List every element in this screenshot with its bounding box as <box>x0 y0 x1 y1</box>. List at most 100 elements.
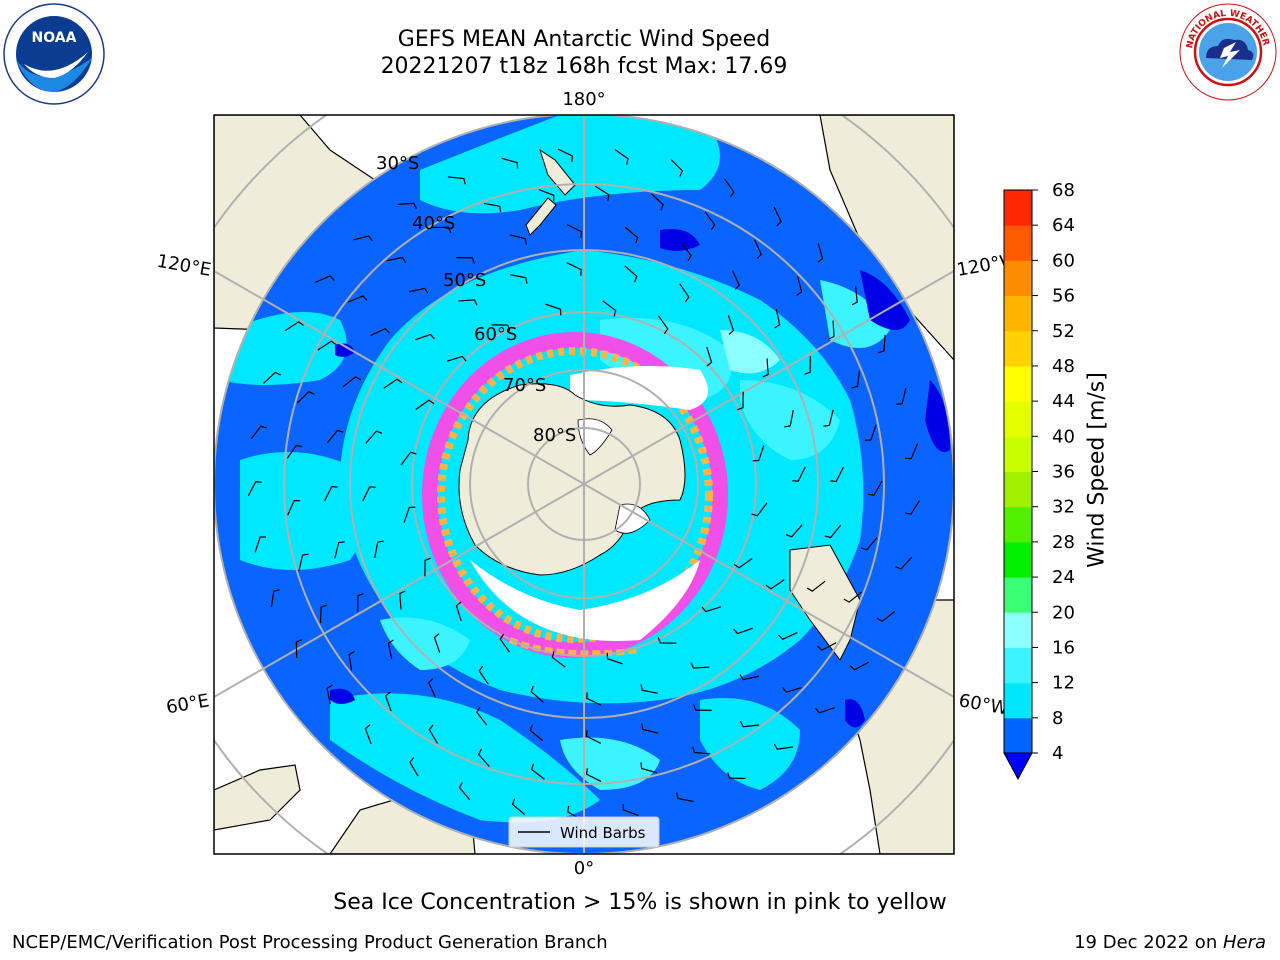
wind-barb <box>823 409 834 427</box>
wind-barb <box>397 202 417 209</box>
colorbar-segment <box>1004 612 1032 648</box>
chart-subtitle: 20221207 t18z 168h fcst Max: 17.69 <box>380 54 788 79</box>
wind-barb <box>342 376 362 388</box>
wind-barb <box>905 443 919 460</box>
wind-barb <box>782 686 802 693</box>
wind-barb <box>753 239 762 259</box>
wind-barb <box>324 485 338 502</box>
footer-credit: NCEP/EMC/Verification Post Processing Pr… <box>12 932 608 953</box>
wind-barb <box>658 315 669 335</box>
wind-barb <box>640 762 658 774</box>
wind-barb <box>739 721 760 728</box>
wind-barb <box>806 580 826 592</box>
wind-barb <box>287 499 301 516</box>
wind-barb <box>326 684 333 705</box>
ronne-ice-shelf <box>614 503 651 534</box>
wind-barb <box>478 665 489 685</box>
wind-barb <box>849 661 870 671</box>
colorbar-tick-label: 60 <box>1052 250 1075 271</box>
polar-map: 30°S 40°S 50°S 60°S 70°S 80°S 180° 0° 12… <box>155 89 1075 879</box>
wind-barb <box>286 444 303 459</box>
noaa-logo-text: NOAA <box>32 30 77 46</box>
wind-barb <box>641 723 659 734</box>
legend-label: Wind Barbs <box>560 824 646 842</box>
wind-barb <box>778 631 798 640</box>
wind-barb <box>295 639 303 659</box>
colorbar-segment <box>1004 682 1032 719</box>
colorbar-segment <box>1004 471 1032 508</box>
wind-barb <box>408 287 429 294</box>
colorbar-segment <box>1004 401 1032 437</box>
wind-barb <box>319 604 327 624</box>
wind-barb <box>876 611 896 623</box>
wind-barb <box>364 724 372 745</box>
wind-barb <box>530 685 544 703</box>
wind-barb <box>828 320 835 340</box>
wind-barb <box>566 262 582 276</box>
wind-barb <box>860 537 878 551</box>
wind-barb <box>751 502 768 517</box>
wind-barb <box>566 224 583 238</box>
colorbar-segment <box>1004 225 1032 261</box>
colorbar-segment <box>1004 436 1032 472</box>
wind-barb <box>499 633 510 653</box>
colorbar-segment <box>1004 365 1032 402</box>
wind-barb <box>731 270 740 290</box>
wind-barb <box>693 704 712 711</box>
wind-barb <box>254 536 267 553</box>
colorbar-segment <box>1004 295 1032 332</box>
colorbar-tick-label: 40 <box>1052 426 1075 447</box>
wind-barb <box>606 652 623 665</box>
nws-logo: NATIONAL WEATHER SERVICE <box>1178 2 1277 101</box>
lon-label-120e: 120°E <box>155 251 213 281</box>
colorbar-tick-label: 68 <box>1052 180 1075 201</box>
colorbar-tick-label: 24 <box>1052 567 1075 588</box>
wind-barb <box>387 639 394 660</box>
colorbar-tick-label: 44 <box>1052 391 1075 412</box>
colorbar-tick-label: 28 <box>1052 532 1075 553</box>
tierra-del-fuego <box>789 544 861 661</box>
wind-barb <box>657 637 677 644</box>
wind-barb <box>843 591 862 603</box>
colorbar-tick-label: 36 <box>1052 462 1075 483</box>
wind-barb <box>298 553 309 571</box>
lat-label-50s: 50°S <box>443 270 486 291</box>
wind-barb <box>384 691 392 712</box>
wind-barb <box>545 303 562 316</box>
colorbar-segment <box>1004 577 1032 613</box>
wind-barb <box>784 410 794 428</box>
wind-barb <box>557 148 574 162</box>
wind-barb <box>595 185 610 201</box>
wind-barb <box>263 371 281 384</box>
wind-barb <box>315 275 335 283</box>
footer-machine: Hera <box>1222 932 1266 953</box>
wind-barb <box>370 328 390 337</box>
latitude-labels: 30°S 40°S 50°S 60°S 70°S 80°S <box>376 153 576 446</box>
wind-barb <box>383 378 403 389</box>
wind-barb <box>724 178 735 198</box>
wind-barb <box>864 424 877 441</box>
colorbar-label: Wind Speed [m/s] <box>1084 372 1110 568</box>
wind-barb <box>804 356 811 375</box>
wind-barb <box>247 481 262 497</box>
lat-label-60s: 60°S <box>474 324 517 345</box>
lat-label-70s: 70°S <box>503 375 546 396</box>
wind-barb <box>428 724 439 744</box>
wind-barb <box>365 430 383 444</box>
wind-barb <box>706 346 713 367</box>
wind-barb <box>501 157 519 169</box>
wind-barb <box>868 480 883 496</box>
wind-barb <box>284 321 304 332</box>
lon-label-0: 0° <box>574 858 594 879</box>
wind-barb <box>409 757 419 777</box>
wind-barb <box>477 748 490 767</box>
wind-barb <box>433 633 441 653</box>
wind-barb <box>762 358 769 378</box>
lat-label-80s: 80°S <box>533 425 576 446</box>
wind-barb <box>362 486 376 502</box>
plot-frame <box>213 114 955 855</box>
wind-barb <box>692 746 711 755</box>
wind-barb <box>727 772 746 780</box>
wind-barb <box>531 763 545 780</box>
colorbar-segment <box>1004 260 1032 297</box>
